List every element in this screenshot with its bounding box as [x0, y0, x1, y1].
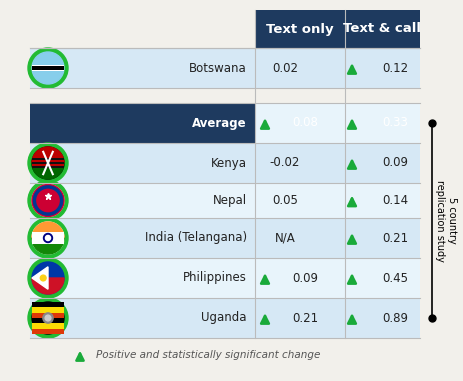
Circle shape — [44, 234, 52, 242]
Circle shape — [32, 52, 64, 84]
Circle shape — [32, 302, 64, 334]
Circle shape — [40, 275, 46, 281]
Circle shape — [28, 48, 68, 88]
Bar — [30, 183, 419, 218]
Text: 0.12: 0.12 — [381, 61, 407, 75]
Text: 0.08: 0.08 — [291, 117, 317, 130]
Text: Botswana: Botswana — [189, 61, 246, 75]
Bar — [255, 10, 419, 48]
Text: Positive and statistically significant change: Positive and statistically significant c… — [96, 350, 319, 360]
Bar — [30, 218, 419, 258]
Circle shape — [32, 147, 64, 179]
Text: 0.21: 0.21 — [381, 232, 407, 245]
Bar — [30, 48, 419, 88]
Bar — [32, 329, 64, 334]
Text: 0.09: 0.09 — [381, 157, 407, 170]
Circle shape — [28, 218, 68, 258]
Circle shape — [32, 222, 64, 254]
Bar — [30, 103, 419, 143]
Bar — [32, 318, 64, 323]
Polygon shape — [32, 267, 48, 289]
Circle shape — [32, 184, 64, 216]
Bar — [32, 65, 64, 71]
Text: 0.33: 0.33 — [381, 117, 407, 130]
Text: 0.02: 0.02 — [271, 61, 297, 75]
Circle shape — [28, 258, 68, 298]
Text: Philippines: Philippines — [183, 272, 246, 285]
Wedge shape — [32, 147, 64, 163]
Bar — [32, 158, 64, 168]
Text: Kenya: Kenya — [211, 157, 246, 170]
Text: N/A: N/A — [274, 232, 295, 245]
Text: -0.02: -0.02 — [269, 157, 300, 170]
Text: Nepal: Nepal — [213, 194, 246, 207]
Wedge shape — [32, 163, 64, 179]
Circle shape — [45, 235, 50, 240]
Text: Average: Average — [192, 117, 246, 130]
Bar — [32, 323, 64, 329]
Text: Text & call: Text & call — [343, 22, 420, 35]
Wedge shape — [32, 238, 64, 254]
Circle shape — [28, 181, 68, 221]
Bar — [43, 192, 53, 199]
Text: 0.14: 0.14 — [381, 194, 407, 207]
Circle shape — [28, 143, 68, 183]
Text: India (Telangana): India (Telangana) — [144, 232, 246, 245]
Text: Text only: Text only — [266, 22, 333, 35]
Bar — [32, 160, 64, 162]
Bar — [255, 103, 419, 143]
Circle shape — [32, 262, 64, 294]
Bar — [30, 298, 419, 338]
Circle shape — [43, 313, 53, 323]
Bar — [32, 66, 64, 70]
Bar — [30, 258, 419, 298]
Bar — [32, 164, 64, 166]
Bar — [32, 232, 64, 243]
Circle shape — [32, 184, 64, 216]
Text: 0.21: 0.21 — [291, 312, 317, 325]
Wedge shape — [32, 278, 64, 294]
Text: 0.45: 0.45 — [381, 272, 407, 285]
Text: 0.09: 0.09 — [291, 272, 317, 285]
Circle shape — [45, 315, 51, 321]
Circle shape — [28, 298, 68, 338]
Bar — [32, 307, 64, 313]
Text: 0.89: 0.89 — [381, 312, 407, 325]
Bar — [32, 313, 64, 318]
Bar — [32, 302, 64, 307]
Wedge shape — [32, 222, 64, 238]
Text: Uganda: Uganda — [201, 312, 246, 325]
Text: 0.05: 0.05 — [271, 194, 297, 207]
Bar — [30, 143, 419, 183]
Text: 5 country
replication study: 5 country replication study — [434, 179, 456, 261]
